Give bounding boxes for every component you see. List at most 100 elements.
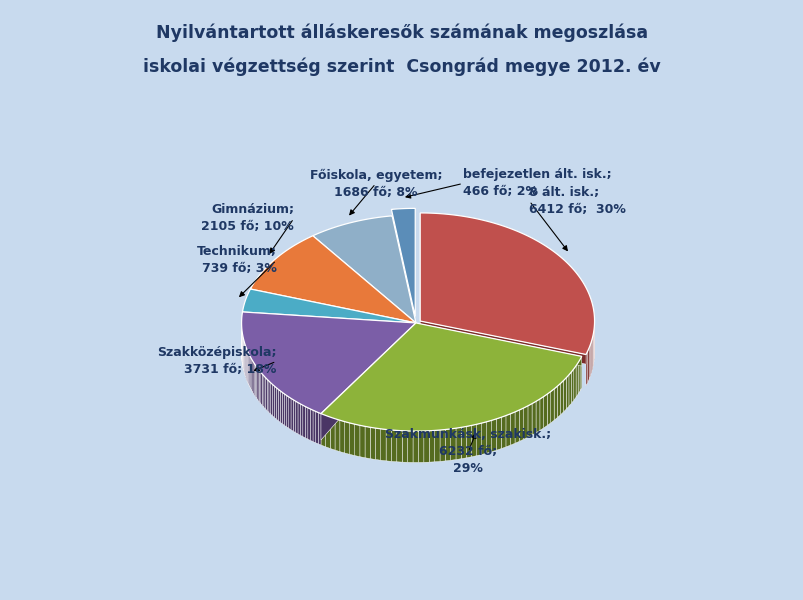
Polygon shape xyxy=(263,376,265,409)
Polygon shape xyxy=(298,403,300,435)
Polygon shape xyxy=(439,430,445,461)
Polygon shape xyxy=(496,417,500,450)
Text: iskolai végzettség szerint  Csongrád megye 2012. év: iskolai végzettség szerint Csongrád megy… xyxy=(143,57,660,76)
Polygon shape xyxy=(255,365,256,398)
Polygon shape xyxy=(316,412,318,444)
Polygon shape xyxy=(250,356,251,389)
Polygon shape xyxy=(360,425,365,458)
Polygon shape xyxy=(278,389,280,422)
Polygon shape xyxy=(589,341,591,376)
Text: Nyilvántartott álláskeresők számának megoszlása: Nyilvántartott álláskeresők számának meg… xyxy=(156,24,647,43)
Polygon shape xyxy=(560,380,563,415)
Polygon shape xyxy=(420,213,593,355)
Polygon shape xyxy=(577,359,579,394)
Polygon shape xyxy=(303,405,305,438)
Polygon shape xyxy=(575,362,577,397)
Polygon shape xyxy=(318,413,320,445)
Polygon shape xyxy=(280,391,282,424)
Polygon shape xyxy=(254,363,255,397)
Polygon shape xyxy=(402,431,407,463)
Polygon shape xyxy=(293,400,296,433)
Polygon shape xyxy=(256,367,258,400)
Polygon shape xyxy=(265,377,267,411)
Polygon shape xyxy=(553,386,556,420)
Polygon shape xyxy=(579,356,581,391)
Polygon shape xyxy=(415,323,581,366)
Polygon shape xyxy=(248,354,250,387)
Polygon shape xyxy=(320,413,325,447)
Polygon shape xyxy=(253,361,254,395)
Polygon shape xyxy=(587,348,589,383)
Polygon shape xyxy=(563,378,565,412)
Polygon shape xyxy=(565,375,569,409)
Polygon shape xyxy=(291,398,293,431)
Polygon shape xyxy=(312,410,316,443)
Polygon shape xyxy=(271,383,272,416)
Polygon shape xyxy=(300,404,303,437)
Polygon shape xyxy=(243,289,415,323)
Polygon shape xyxy=(455,427,461,460)
Polygon shape xyxy=(284,394,286,427)
Text: Szakközépiskola;
3731 fő; 18%: Szakközépiskola; 3731 fő; 18% xyxy=(157,346,276,376)
Polygon shape xyxy=(308,408,310,440)
Polygon shape xyxy=(391,430,397,462)
Polygon shape xyxy=(260,373,262,406)
Polygon shape xyxy=(251,359,253,393)
Polygon shape xyxy=(536,399,540,433)
Polygon shape xyxy=(591,338,592,373)
Polygon shape xyxy=(241,312,415,413)
Polygon shape xyxy=(556,383,560,418)
Polygon shape xyxy=(505,414,510,447)
Polygon shape xyxy=(418,431,423,463)
Polygon shape xyxy=(268,381,271,414)
Polygon shape xyxy=(407,431,413,463)
Polygon shape xyxy=(550,389,553,423)
Text: Főiskola, egyetem;
1686 fő; 8%: Főiskola, egyetem; 1686 fő; 8% xyxy=(309,169,442,199)
Polygon shape xyxy=(413,431,418,463)
Polygon shape xyxy=(543,394,547,428)
Polygon shape xyxy=(282,392,284,425)
Polygon shape xyxy=(365,427,369,458)
Text: Gimnázium;
2105 fő; 10%: Gimnázium; 2105 fő; 10% xyxy=(201,203,294,233)
Polygon shape xyxy=(420,321,585,364)
Polygon shape xyxy=(267,379,268,412)
Polygon shape xyxy=(312,216,415,323)
Polygon shape xyxy=(528,404,532,437)
Polygon shape xyxy=(276,388,278,421)
Polygon shape xyxy=(445,429,450,461)
Polygon shape xyxy=(523,406,528,439)
Polygon shape xyxy=(461,427,466,459)
Polygon shape xyxy=(296,401,298,434)
Polygon shape xyxy=(569,372,571,406)
Polygon shape xyxy=(262,374,263,407)
Polygon shape xyxy=(397,430,402,462)
Text: befejezetlen ált. isk.;
466 fő; 2%: befejezetlen ált. isk.; 466 fő; 2% xyxy=(463,169,611,199)
Polygon shape xyxy=(258,369,259,402)
Polygon shape xyxy=(247,352,248,385)
Polygon shape xyxy=(585,351,587,386)
Polygon shape xyxy=(320,323,415,440)
Polygon shape xyxy=(476,423,481,455)
Polygon shape xyxy=(385,430,391,461)
Polygon shape xyxy=(381,429,385,461)
Polygon shape xyxy=(335,419,340,452)
Polygon shape xyxy=(250,236,415,323)
Polygon shape xyxy=(259,371,260,404)
Polygon shape xyxy=(500,416,505,449)
Polygon shape xyxy=(354,424,360,457)
Polygon shape xyxy=(573,366,575,400)
Polygon shape xyxy=(320,323,581,431)
Polygon shape xyxy=(391,208,414,316)
Polygon shape xyxy=(369,427,375,460)
Polygon shape xyxy=(344,422,349,454)
Polygon shape xyxy=(450,428,455,460)
Polygon shape xyxy=(471,424,476,457)
Polygon shape xyxy=(429,430,434,462)
Text: Szakmunkásk, szakisk.;
6232 fő;
29%: Szakmunkásk, szakisk.; 6232 fő; 29% xyxy=(385,428,551,475)
Polygon shape xyxy=(325,415,330,448)
Polygon shape xyxy=(540,397,543,430)
Polygon shape xyxy=(423,431,429,463)
Polygon shape xyxy=(547,392,550,425)
Text: 8 ált. isk.;
6412 fő;  30%: 8 ált. isk.; 6412 fő; 30% xyxy=(528,186,626,216)
Polygon shape xyxy=(532,401,536,435)
